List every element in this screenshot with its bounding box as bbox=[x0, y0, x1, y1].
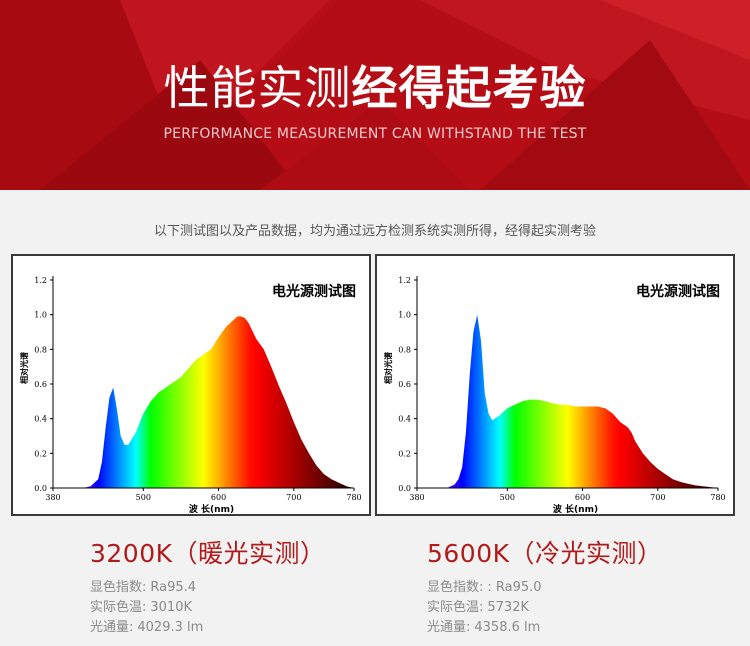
y-tick-label: 0.6 bbox=[398, 380, 411, 389]
y-tick-label: 0.0 bbox=[34, 484, 47, 493]
y-tick-label: 0.8 bbox=[398, 345, 411, 354]
spec-label: 显色指数: bbox=[427, 580, 484, 595]
chart-title: 电光源测试图 bbox=[272, 283, 356, 300]
warm-spec-cct: 实际色温: 3010K bbox=[90, 596, 192, 615]
banner-background bbox=[0, 0, 750, 190]
intro-text: 以下测试图以及产品数据，均为通过远方检测系统实测所得，经得起实测考验 bbox=[153, 224, 596, 239]
x-tick-label: 700 bbox=[286, 493, 301, 502]
spectrum-chart-warm: 0.0 0.2 0.4 0.6 0.8 1.0 1.2 380 500 600 700 780 波 长(… bbox=[11, 254, 371, 516]
spec-label: 显色指数: bbox=[90, 580, 147, 595]
banner-title: 性能实测经得起考验 bbox=[0, 58, 750, 118]
spec-label: 光通量: bbox=[427, 620, 471, 635]
warm-heading: 3200K（暖光实测） bbox=[90, 539, 326, 568]
banner: 性能实测经得起考验 PERFORMANCE MEASUREMENT CAN WI… bbox=[0, 0, 750, 190]
spectrum-area bbox=[53, 316, 354, 488]
banner-subtitle: PERFORMANCE MEASUREMENT CAN WITHSTAND TH… bbox=[163, 126, 587, 142]
spectrum-chart-svg: 0.0 0.2 0.4 0.6 0.8 1.0 1.2 380 500 600 700 780 波 长(… bbox=[19, 276, 362, 514]
spec-value: 5732K bbox=[487, 600, 529, 615]
y-tick-label: 0.6 bbox=[34, 380, 47, 389]
y-tick-label: 0.2 bbox=[398, 449, 411, 458]
spec-value: 3010K bbox=[150, 600, 192, 615]
cool-spec-cct: 实际色温: 5732K bbox=[427, 596, 529, 615]
y-tick-label: 1.0 bbox=[34, 311, 47, 320]
chart-title: 电光源测试图 bbox=[636, 283, 720, 300]
y-tick-label: 0.0 bbox=[398, 484, 411, 493]
spec-label: 实际色温: bbox=[90, 600, 147, 615]
banner-title-light: 性能实测 bbox=[163, 61, 352, 115]
y-tick-label: 1.2 bbox=[398, 276, 411, 285]
y-tick-label: 0.8 bbox=[34, 345, 47, 354]
y-tick-label: 0.4 bbox=[398, 415, 411, 424]
y-tick-label: 0.4 bbox=[34, 415, 47, 424]
x-tick-label: 600 bbox=[211, 493, 226, 502]
warm-spec-flux: 光通量: 4029.3 lm bbox=[90, 616, 203, 635]
banner-title-bold: 经得起考验 bbox=[351, 61, 587, 115]
x-tick-label: 600 bbox=[575, 493, 590, 502]
spec-value: : Ra95.0 bbox=[487, 580, 542, 595]
spec-label: 实际色温: bbox=[427, 600, 484, 615]
warm-spec-cri: 显色指数: Ra95.4 bbox=[90, 576, 196, 595]
y-axis-label: 相对光谱 bbox=[19, 352, 29, 384]
x-tick-label: 780 bbox=[346, 493, 361, 502]
y-tick-label: 1.2 bbox=[34, 276, 47, 285]
spec-value: 4358.6 lm bbox=[474, 620, 541, 635]
x-tick-label: 780 bbox=[710, 493, 725, 502]
x-tick-label: 700 bbox=[650, 493, 665, 502]
y-axis-label: 相对光谱 bbox=[383, 352, 393, 384]
spec-value: 4029.3 lm bbox=[137, 620, 204, 635]
spec-value: Ra95.4 bbox=[150, 580, 197, 595]
spec-label: 光通量: bbox=[90, 620, 134, 635]
y-tick-label: 1.0 bbox=[398, 311, 411, 320]
x-tick-label: 500 bbox=[136, 493, 151, 502]
x-axis-label: 波 长(nm) bbox=[553, 503, 598, 514]
cool-heading: 5600K（冷光实测） bbox=[427, 539, 663, 568]
x-tick-label: 500 bbox=[500, 493, 515, 502]
spectrum-chart-svg: 0.0 0.2 0.4 0.6 0.8 1.0 1.2 380 500 600 700 780 波 长(… bbox=[383, 276, 726, 514]
y-tick-label: 0.2 bbox=[34, 449, 47, 458]
cool-spec-cri: 显色指数:: Ra95.0 bbox=[427, 576, 542, 595]
spectrum-chart-cool: 0.0 0.2 0.4 0.6 0.8 1.0 1.2 380 500 600 700 780 波 长(… bbox=[375, 254, 735, 516]
cool-spec-flux: 光通量: 4358.6 lm bbox=[427, 616, 540, 635]
x-axis-label: 波 长(nm) bbox=[189, 503, 234, 514]
x-tick-label: 380 bbox=[409, 493, 424, 502]
spectrum-area bbox=[417, 314, 718, 488]
x-tick-label: 380 bbox=[45, 493, 60, 502]
